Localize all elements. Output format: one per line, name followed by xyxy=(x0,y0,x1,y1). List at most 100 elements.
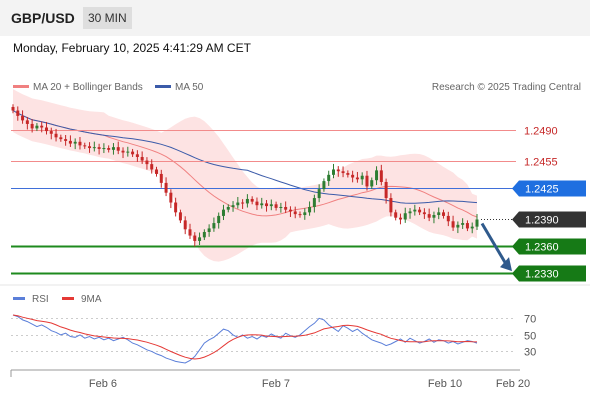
candle-body xyxy=(30,123,34,129)
candle-body xyxy=(178,212,182,221)
candle-body xyxy=(164,182,168,193)
candle-body xyxy=(303,212,307,216)
candle-body xyxy=(231,205,235,207)
pivot-label-tag xyxy=(512,180,586,197)
candle-body xyxy=(97,147,101,149)
candle-body xyxy=(274,204,278,208)
candle-body xyxy=(11,106,15,111)
candle-body xyxy=(198,237,202,241)
candle-body xyxy=(384,181,388,199)
bollinger-band xyxy=(13,89,477,262)
candle-body xyxy=(145,160,149,165)
pivot-label: 1.2425 xyxy=(525,184,559,196)
candle-body xyxy=(183,220,187,230)
candle-body xyxy=(260,203,264,206)
candle-body xyxy=(284,206,288,210)
candle-body xyxy=(44,127,48,132)
candle-body xyxy=(269,204,273,207)
legend-ma50-swatch xyxy=(155,85,171,88)
candle-body xyxy=(221,209,225,216)
legend-rsi-label: RSI xyxy=(32,294,49,305)
candle-body xyxy=(308,206,312,213)
timestamp: Monday, February 10, 2025 4:41:29 AM CET xyxy=(13,41,251,55)
candle-body xyxy=(265,203,269,207)
candle-body xyxy=(226,206,230,210)
candle-body xyxy=(236,202,240,206)
candle-body xyxy=(465,223,469,229)
candle-body xyxy=(73,141,77,144)
candle-body xyxy=(217,215,221,224)
candle-body xyxy=(288,209,292,212)
candle-body xyxy=(111,147,115,150)
resistance-label: 1.2455 xyxy=(524,157,558,169)
candle-body xyxy=(40,125,44,128)
candle-body xyxy=(375,170,379,181)
candle-body xyxy=(331,169,335,175)
candle-body xyxy=(475,219,479,227)
candle-body xyxy=(446,215,450,222)
current-label: 1.2390 xyxy=(525,215,559,227)
candle-body xyxy=(403,213,407,220)
resistance-label: 1.2490 xyxy=(524,126,558,138)
candle-body xyxy=(159,173,163,183)
candle-body xyxy=(241,202,245,204)
support-label: 1.2360 xyxy=(525,242,559,254)
legend-9ma-swatch xyxy=(62,297,74,300)
candle-body xyxy=(35,125,39,129)
rsi-tick-label: 50 xyxy=(524,331,536,343)
rsi-line xyxy=(12,314,478,364)
legend-ma50-label: MA 50 xyxy=(175,82,204,93)
candle-body xyxy=(107,148,111,150)
x-tick-label: Feb 20 xyxy=(496,378,530,390)
candle-body xyxy=(83,145,87,147)
candle-body xyxy=(379,170,383,182)
candle-body xyxy=(336,169,340,172)
candle-body xyxy=(470,226,474,229)
candle-body xyxy=(59,137,63,140)
candle-body xyxy=(131,151,135,155)
candle-body xyxy=(370,180,374,187)
candle-body xyxy=(68,140,72,144)
candle-body xyxy=(365,175,369,187)
candle-body xyxy=(202,231,206,238)
rsi-tick-label: 30 xyxy=(524,347,536,359)
candle-body xyxy=(322,181,326,190)
candle-body xyxy=(78,141,82,146)
candle-body xyxy=(155,169,159,174)
candle-body xyxy=(169,192,173,203)
candle-body xyxy=(92,147,96,149)
forecast-arrow-shaft xyxy=(480,222,508,265)
candle-body xyxy=(16,110,20,116)
ma50-line xyxy=(12,110,478,204)
candle-body xyxy=(432,215,436,218)
candle-body xyxy=(312,198,316,207)
candle-body xyxy=(150,164,154,170)
watermark: Research © 2025 Trading Central xyxy=(432,82,581,93)
candle-body xyxy=(116,147,120,151)
candle-body xyxy=(54,133,58,138)
candle-body xyxy=(327,174,331,182)
candle-body xyxy=(279,206,283,208)
symbol-label: GBP/USD xyxy=(11,10,75,26)
candle-body xyxy=(25,120,29,124)
current-label-tag xyxy=(512,211,586,228)
candle-body xyxy=(298,214,302,216)
candle-body xyxy=(351,174,355,178)
candle-body xyxy=(88,146,92,149)
candle-body xyxy=(193,235,197,241)
candle-body xyxy=(427,214,431,218)
candle-body xyxy=(250,198,254,202)
legend-rsi-swatch xyxy=(13,297,25,300)
candle-body xyxy=(102,148,106,150)
candle-body xyxy=(389,198,393,213)
candle-body xyxy=(422,212,426,215)
candle-body xyxy=(394,212,398,218)
candle-body xyxy=(126,151,130,153)
timeframe-badge[interactable]: 30 MIN xyxy=(83,7,132,29)
rsi-tick-label: 70 xyxy=(524,314,536,326)
forecast-arrow-head xyxy=(500,257,512,272)
candle-body xyxy=(317,189,321,199)
candle-body xyxy=(442,212,446,216)
candle-body xyxy=(245,198,249,204)
